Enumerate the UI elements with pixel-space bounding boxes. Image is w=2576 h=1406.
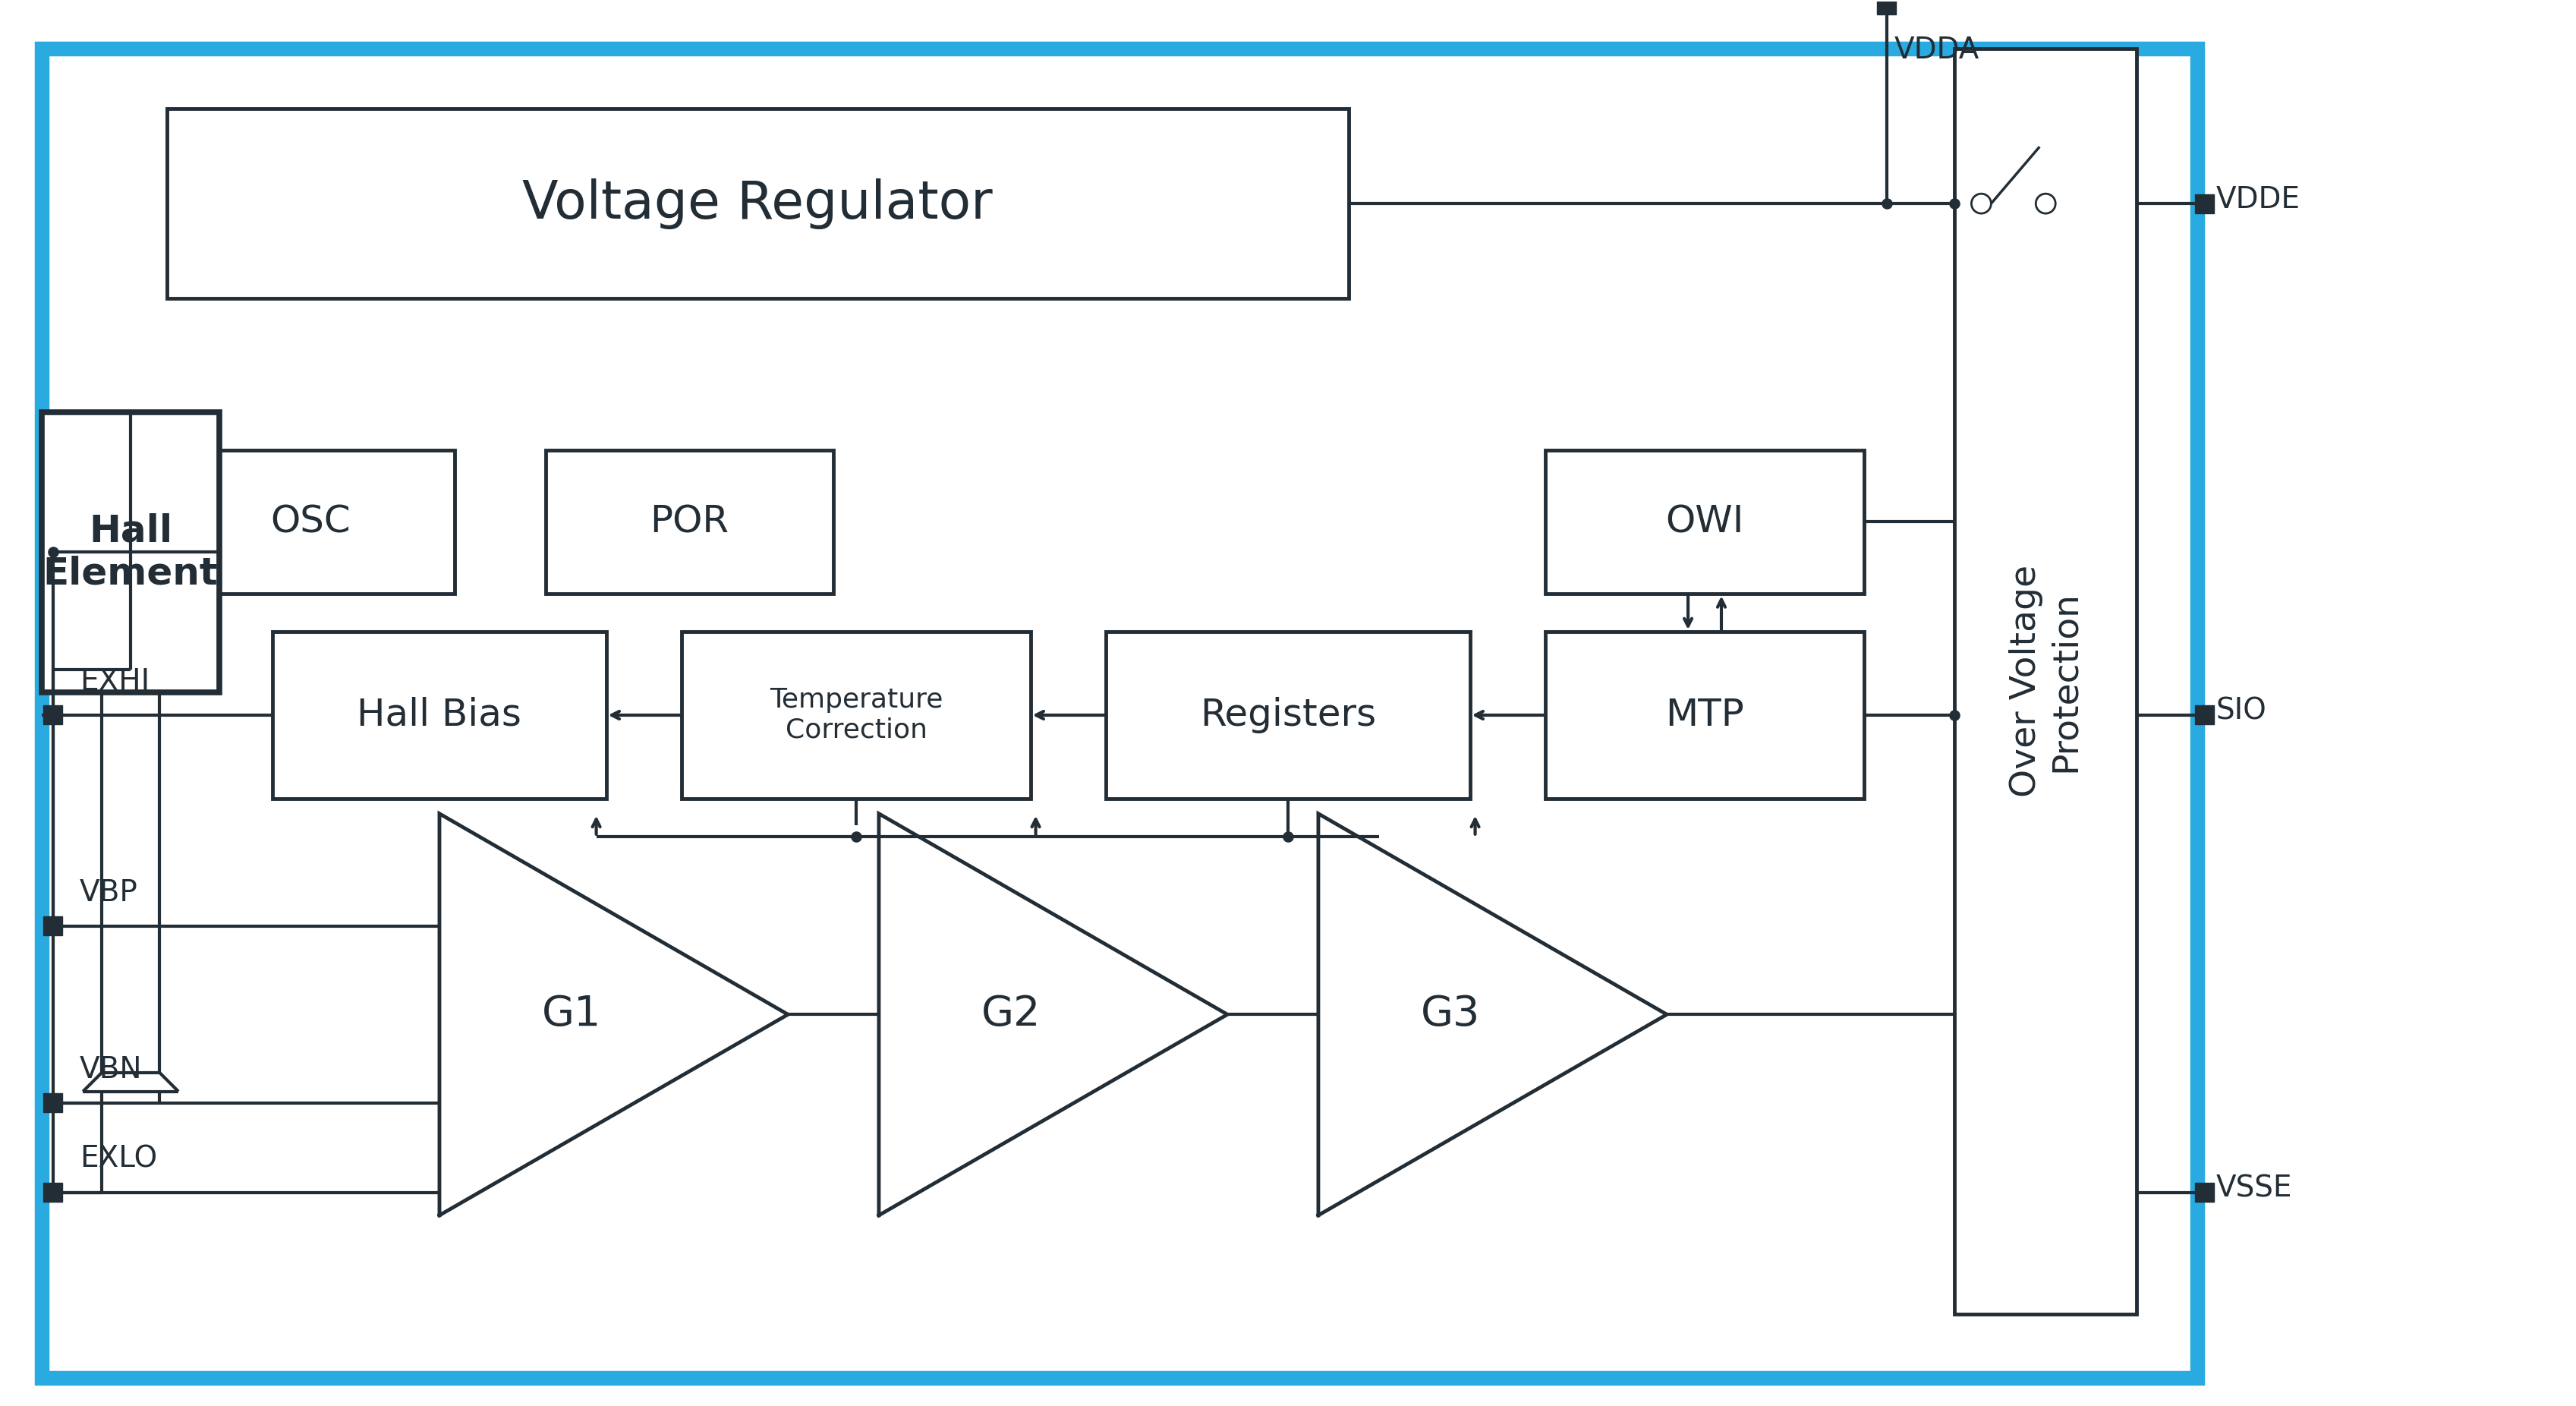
Text: POR: POR bbox=[649, 503, 729, 540]
FancyBboxPatch shape bbox=[273, 631, 605, 799]
Point bbox=[33, 541, 75, 564]
FancyBboxPatch shape bbox=[44, 1182, 62, 1202]
Text: VDDA: VDDA bbox=[1893, 35, 1978, 65]
Text: VSSE: VSSE bbox=[2215, 1174, 2293, 1204]
Text: SIO: SIO bbox=[2215, 697, 2267, 725]
Text: VDDE: VDDE bbox=[2215, 186, 2300, 214]
FancyBboxPatch shape bbox=[41, 412, 219, 692]
Point bbox=[835, 825, 876, 848]
FancyBboxPatch shape bbox=[1878, 0, 1896, 14]
Text: Voltage Regulator: Voltage Regulator bbox=[523, 179, 992, 229]
Text: OSC: OSC bbox=[270, 503, 350, 540]
FancyBboxPatch shape bbox=[167, 108, 1350, 298]
Text: EXLO: EXLO bbox=[80, 1144, 157, 1174]
Text: Hall Bias: Hall Bias bbox=[358, 697, 523, 734]
FancyBboxPatch shape bbox=[44, 1094, 62, 1112]
FancyBboxPatch shape bbox=[1955, 48, 2136, 1313]
FancyBboxPatch shape bbox=[44, 917, 62, 935]
Polygon shape bbox=[878, 814, 1226, 1215]
Text: Hall
Element: Hall Element bbox=[44, 513, 219, 592]
Point bbox=[1865, 193, 1906, 215]
Text: EXHI: EXHI bbox=[80, 668, 149, 696]
Polygon shape bbox=[440, 814, 788, 1215]
Text: Temperature
Correction: Temperature Correction bbox=[770, 688, 943, 742]
FancyBboxPatch shape bbox=[167, 450, 453, 593]
FancyBboxPatch shape bbox=[41, 48, 2197, 1378]
Text: G1: G1 bbox=[541, 994, 603, 1035]
Text: Registers: Registers bbox=[1200, 697, 1376, 734]
FancyBboxPatch shape bbox=[1546, 450, 1865, 593]
FancyBboxPatch shape bbox=[2195, 1182, 2215, 1202]
Text: Over Voltage
Protection: Over Voltage Protection bbox=[2009, 565, 2081, 797]
FancyBboxPatch shape bbox=[683, 631, 1030, 799]
Text: VBP: VBP bbox=[80, 879, 139, 907]
Point bbox=[1935, 704, 1976, 727]
FancyBboxPatch shape bbox=[1546, 631, 1865, 799]
Point bbox=[1267, 825, 1309, 848]
FancyBboxPatch shape bbox=[2195, 706, 2215, 724]
Circle shape bbox=[2035, 194, 2056, 214]
FancyBboxPatch shape bbox=[1105, 631, 1471, 799]
FancyBboxPatch shape bbox=[2195, 194, 2215, 214]
FancyBboxPatch shape bbox=[546, 450, 835, 593]
Text: VBN: VBN bbox=[80, 1054, 142, 1084]
Text: MTP: MTP bbox=[1664, 697, 1744, 734]
Text: G3: G3 bbox=[1422, 994, 1481, 1035]
FancyBboxPatch shape bbox=[44, 706, 62, 724]
Circle shape bbox=[1971, 194, 1991, 214]
Polygon shape bbox=[1319, 814, 1667, 1215]
Text: OWI: OWI bbox=[1667, 503, 1744, 540]
Point bbox=[1935, 193, 1976, 215]
Text: G2: G2 bbox=[981, 994, 1041, 1035]
